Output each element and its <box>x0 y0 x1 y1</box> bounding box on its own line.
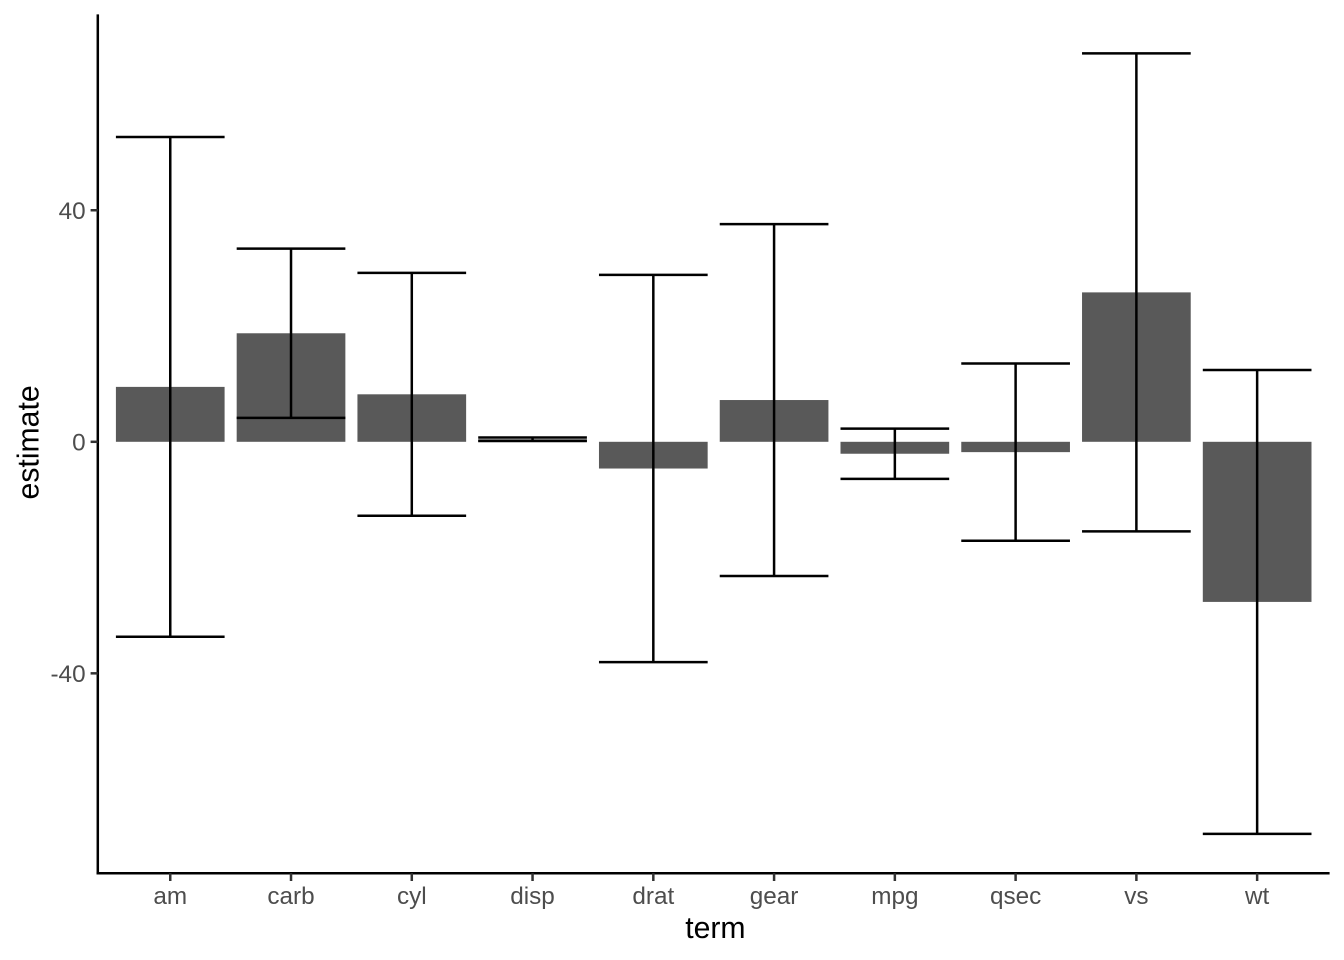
svg-text:am: am <box>153 883 187 910</box>
svg-text:estimate: estimate <box>13 385 46 499</box>
svg-text:cyl: cyl <box>397 883 427 910</box>
svg-text:mpg: mpg <box>871 883 918 910</box>
svg-text:carb: carb <box>267 883 314 910</box>
svg-text:gear: gear <box>750 883 799 910</box>
svg-text:vs: vs <box>1124 883 1148 910</box>
svg-text:term: term <box>685 912 745 945</box>
svg-text:wt: wt <box>1244 883 1270 910</box>
svg-text:40: 40 <box>59 198 86 225</box>
svg-text:-40: -40 <box>50 661 85 688</box>
svg-text:drat: drat <box>632 883 674 910</box>
svg-text:disp: disp <box>510 883 555 910</box>
svg-text:0: 0 <box>72 430 86 457</box>
svg-text:qsec: qsec <box>990 883 1041 910</box>
